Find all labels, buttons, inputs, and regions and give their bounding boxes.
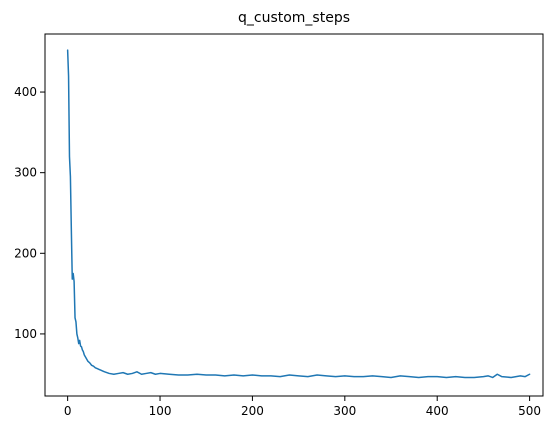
series-layer xyxy=(66,49,531,379)
chart-title: q_custom_steps xyxy=(238,10,350,26)
y-tick-label: 300 xyxy=(14,166,37,180)
x-tick-label: 500 xyxy=(518,404,541,418)
y-tick-label: 400 xyxy=(14,85,37,99)
y-tick-label: 200 xyxy=(14,246,37,260)
tick-layer: 0 100 200 300 400 500 100 200 300 400 xyxy=(14,85,541,418)
x-tick-label: 200 xyxy=(241,404,264,418)
x-tick-label: 100 xyxy=(149,404,172,418)
y-tick-label: 100 xyxy=(14,327,37,341)
plot-frame xyxy=(44,33,544,397)
series-line xyxy=(66,49,531,379)
x-tick-label: 300 xyxy=(333,404,356,418)
x-tick-label: 400 xyxy=(426,404,449,418)
x-tick-label: 0 xyxy=(64,404,72,418)
